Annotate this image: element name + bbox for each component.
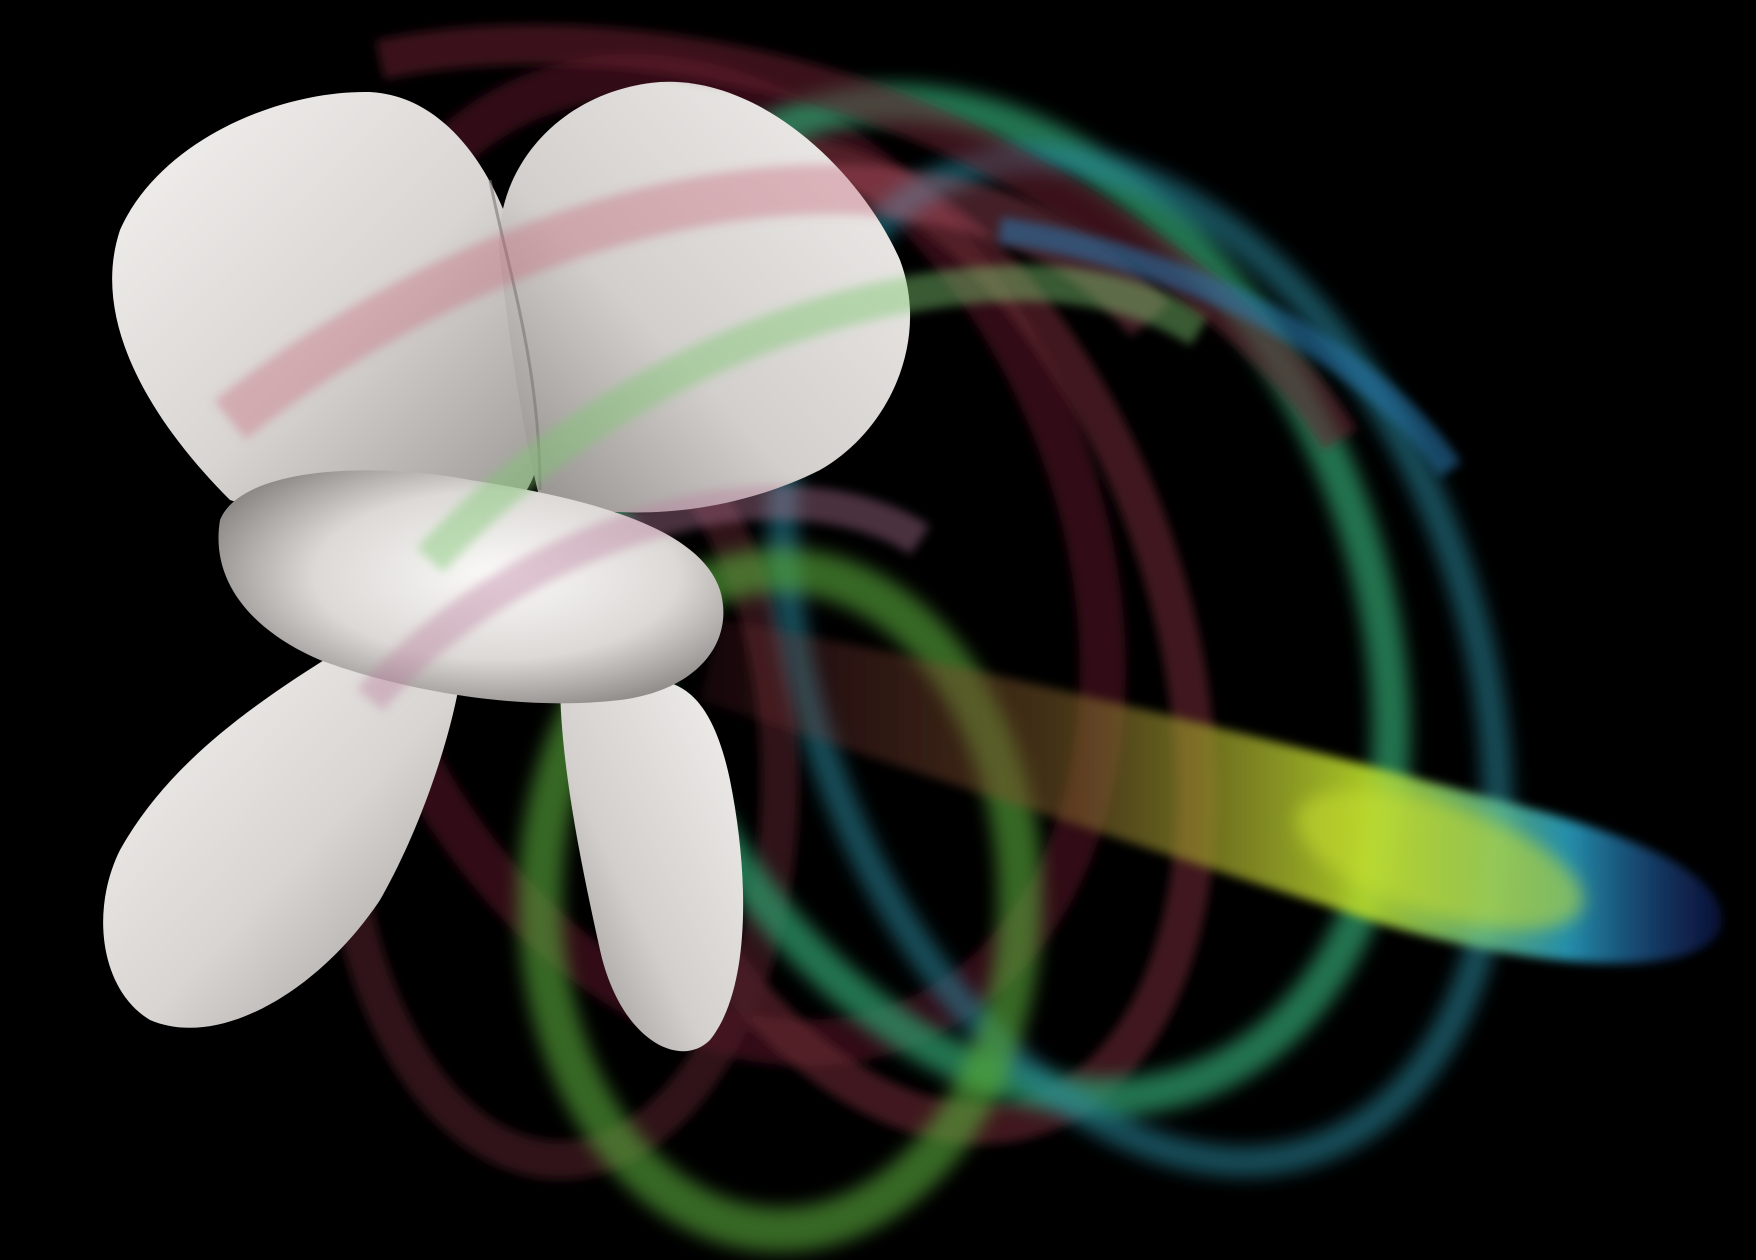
hub-vortex-jet: [700, 620, 1722, 964]
vortex-band-front-2: [416, 265, 1210, 573]
vortex-ring-green-2: [767, 143, 1513, 1177]
propeller-blade-lower-right: [560, 680, 744, 1052]
tip-vortex-rings-front: [214, 24, 1461, 711]
vortex-band-top-arc: [375, 24, 1358, 451]
propeller: [103, 81, 911, 1052]
propeller-blade-upper-left: [112, 91, 544, 519]
vortex-band-front-3: [356, 485, 930, 711]
vortex-ring-green-3: [518, 548, 1042, 1252]
propeller-blade-lower-left: [103, 650, 460, 1028]
hub-vortex-bright-spot: [1296, 790, 1584, 930]
vortex-band-blue-arc: [998, 217, 1461, 477]
